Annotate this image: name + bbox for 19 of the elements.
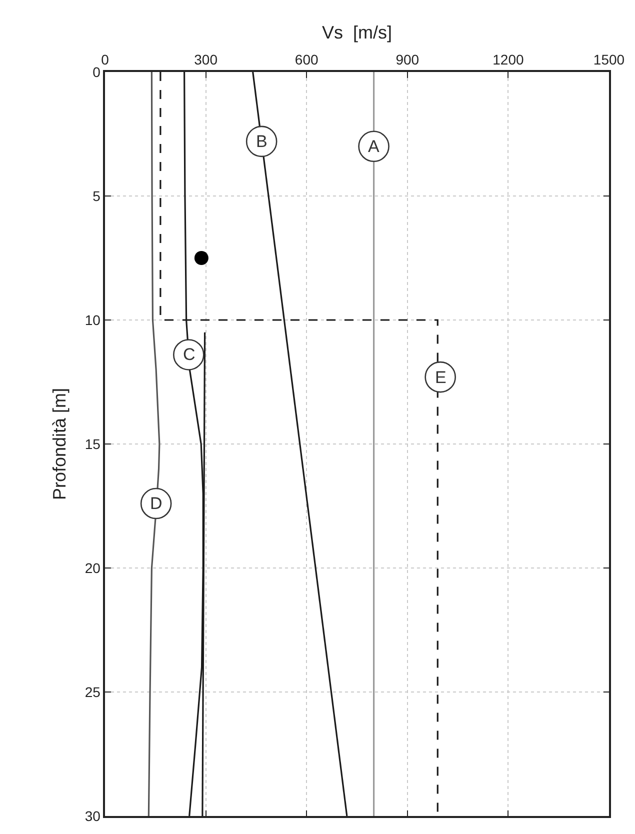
y-tick-label: 15 xyxy=(84,436,101,452)
y-tick-label: 20 xyxy=(84,560,101,576)
x-tick-label: 600 xyxy=(294,52,318,68)
y-tick-label: 25 xyxy=(84,684,101,700)
annotation: B xyxy=(256,132,268,151)
y-tick-label: 10 xyxy=(84,312,101,328)
x-tick-label: 900 xyxy=(396,52,420,68)
x-tick-label: 1200 xyxy=(492,52,524,68)
y-tick-label: 5 xyxy=(92,188,101,204)
x-axis-title: Vs [m/s] xyxy=(322,22,392,42)
x-tick-label: 300 xyxy=(194,52,218,68)
y-axis-title: Profondità [m] xyxy=(50,388,70,500)
y-tick-label: 0 xyxy=(92,64,101,80)
annotation: E xyxy=(435,368,446,387)
annotation: C xyxy=(183,345,196,364)
y-tick-label: 30 xyxy=(84,808,101,824)
annotation: D xyxy=(150,494,162,513)
annotation: A xyxy=(368,137,380,156)
x-tick-label: 1500 xyxy=(593,52,625,68)
